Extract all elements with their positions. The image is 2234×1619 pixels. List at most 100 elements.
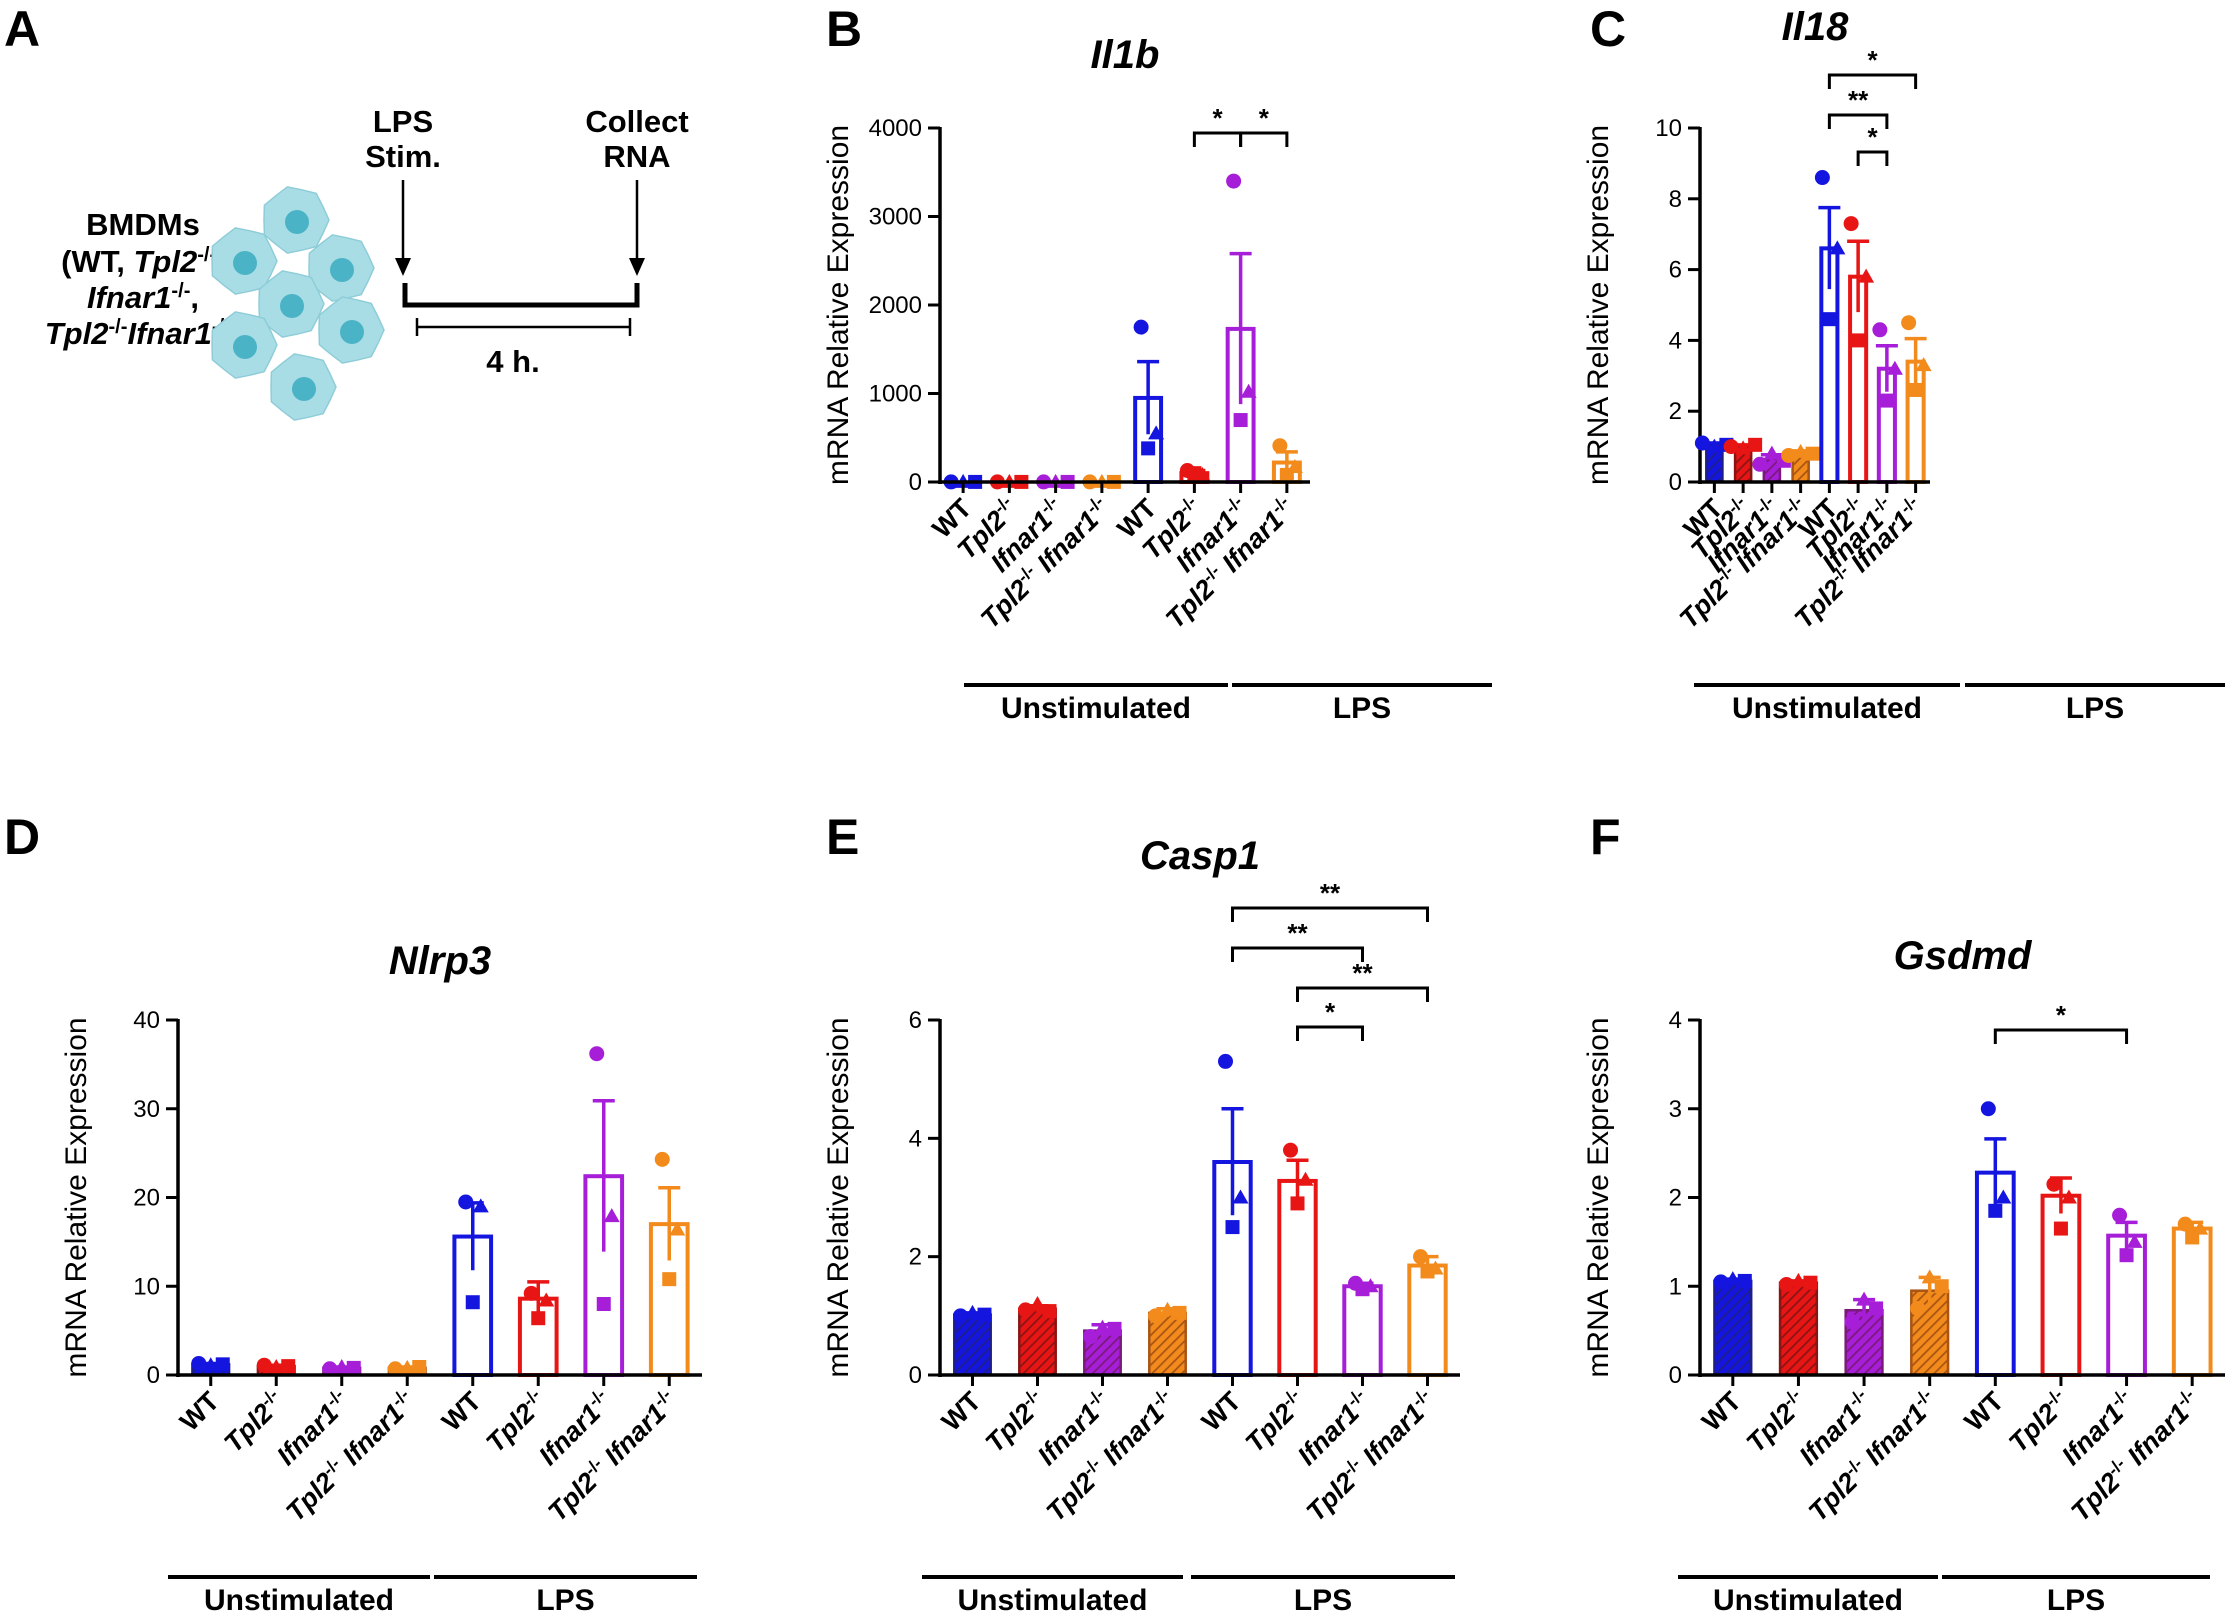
y-tick-label: 4000 [869,115,922,142]
data-point-3-0-circle [1781,447,1797,463]
chart-title: Casp1 [1140,834,1260,878]
data-point-6-1-triangle [603,1208,620,1223]
panel-label: E [826,809,859,865]
data-point-5-1-triangle [2060,1189,2077,1204]
category-label: WT [174,1386,225,1437]
bar-unstim-1 [1778,1281,1819,1377]
data-point-3-0-circle [387,1361,403,1377]
data-point-3-1-triangle [1792,443,1809,458]
group-label: Unstimulated [204,1584,394,1617]
cell-nucleus-4 [233,335,257,359]
data-point-4-1-triangle [1995,1189,2012,1204]
significance-label: * [1259,103,1270,133]
cell-nucleus-3 [280,294,304,318]
data-point-5-0-circle [1283,1142,1298,1158]
data-point-4-1-triangle [472,1198,489,1213]
significance-bracket [1192,131,1243,147]
macrophage-cells-illustration [211,186,385,421]
data-point-0-0-circle [953,1308,968,1324]
y-axis-label: mRNA Relative Expression [1582,125,1615,485]
data-point-4-2-square [1988,1203,2003,1218]
data-point-0-0-circle [1713,1274,1729,1290]
data-point-3-2-square [1934,1279,1949,1294]
cell-nucleus-5 [340,320,364,344]
data-point-6-2-square [2119,1248,2134,1263]
y-tick-label: 30 [133,1096,160,1123]
data-point-7-2-square [1420,1264,1435,1279]
data-point-6-1-triangle [1886,360,1903,375]
y-tick-label: 10 [133,1273,160,1300]
significance-bracket [1856,150,1889,166]
significance-label: * [1325,997,1336,1027]
y-tick-label: 4 [1669,327,1682,354]
group-label: LPS [1333,692,1391,725]
group-label: LPS [2066,692,2124,725]
data-point-2-1-triangle [333,1359,350,1374]
data-point-7-1-triangle [669,1221,686,1236]
significance-label: * [1867,122,1878,152]
y-axis-label: mRNA Relative Expression [822,1017,855,1377]
data-point-5-0-circle [1843,216,1859,232]
y-tick-label: 0 [1669,469,1682,496]
data-point-4-0-circle [1218,1053,1233,1069]
category-label: WT [936,1386,987,1437]
panel-label: F [1590,809,1621,865]
panel-label: D [4,809,40,865]
panel-label-a: A [4,1,40,57]
data-point-6-0-circle [1226,173,1242,189]
y-tick-label: 0 [1669,1362,1682,1389]
data-point-1-0-circle [1018,1302,1033,1318]
data-point-1-2-square [1803,1275,1818,1290]
y-tick-label: 40 [133,1007,160,1034]
data-point-7-0-circle [2177,1216,2193,1232]
data-point-1-1-triangle [1735,440,1752,455]
panel-label: C [1590,1,1626,57]
genotype-line-3: Tpl2-/-Ifnar1-/-) [45,316,242,351]
y-tick-label: 4 [909,1125,922,1152]
significance-label: ** [1320,878,1341,908]
group-label: Unstimulated [957,1584,1147,1617]
y-tick-label: 1000 [869,381,922,408]
cell-nucleus-0 [285,210,309,234]
bar-lps-5 [1277,1178,1318,1378]
data-point-4-0-circle [458,1194,474,1210]
data-point-1-1-triangle [268,1359,285,1374]
y-tick-label: 2000 [869,292,922,319]
y-tick-label: 0 [909,469,922,496]
data-point-0-2-square [215,1357,230,1372]
data-point-4-2-square [1822,312,1837,327]
data-point-0-1-triangle [202,1357,219,1372]
bar-lps-7 [1407,1263,1448,1377]
chart-title: Il18 [1782,5,1849,49]
data-point-5-2-square [1851,333,1866,348]
data-point-0-2-square [1737,1273,1752,1288]
genotype-line-2: Ifnar1-/-, [87,280,199,315]
data-point-4-0-circle [1814,170,1830,186]
y-tick-label: 2 [1669,398,1682,425]
data-point-2-1-triangle [1856,1291,1873,1306]
category-label: WT [1696,1386,1747,1437]
data-point-4-0-circle [1133,319,1149,335]
significance-bracket [1239,131,1289,147]
bmdms-title: BMDMs [86,207,200,242]
data-point-2-0-circle [1083,1329,1098,1345]
group-label: LPS [536,1584,594,1617]
data-point-2-0-circle [1752,456,1768,472]
panel-d-nlrp3-chart: D Nlrp3 0 10 20 30 40 mRNA Relative Expression W… [4,809,702,1617]
data-point-5-2-square [1187,466,1202,481]
data-point-6-2-square [1355,1282,1370,1297]
significance-label: ** [1848,85,1869,115]
group-label: LPS [1294,1584,1352,1617]
group-label: Unstimulated [1713,1584,1903,1617]
significance-bracket [1827,73,1918,89]
data-point-1-0-circle [1723,439,1739,455]
significance-bracket [1296,1025,1364,1041]
data-point-1-0-circle [256,1357,272,1373]
significance-label: * [2056,1000,2067,1030]
group-label: LPS [2047,1584,2105,1617]
data-point-4-1-triangle [1148,425,1165,440]
data-point-4-1-triangle [1232,1189,1249,1204]
data-point-3-2-square [1805,446,1820,461]
data-point-2-0-circle [322,1361,338,1377]
